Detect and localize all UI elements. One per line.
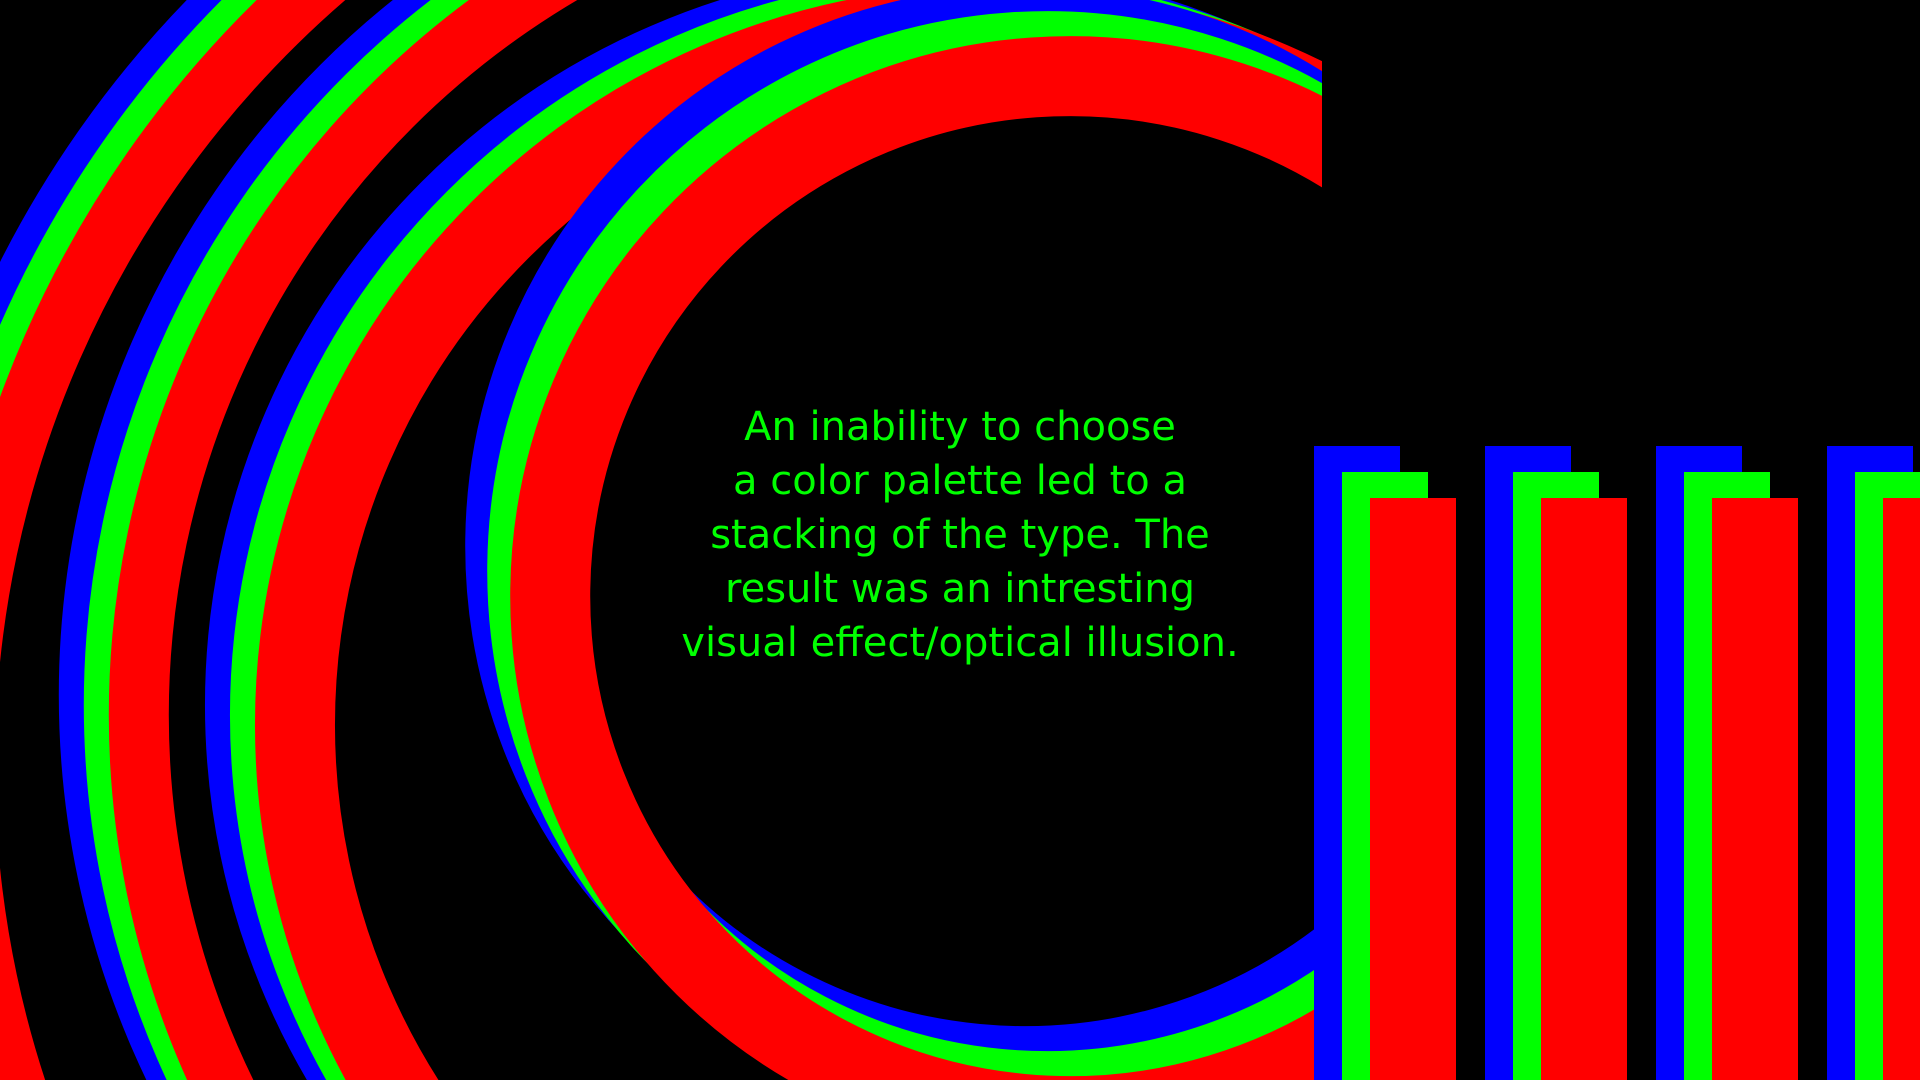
stripe-4-red xyxy=(1883,498,1920,1080)
caption-line: An inability to choose xyxy=(744,404,1176,450)
caption-line: a color palette led to a xyxy=(733,458,1187,504)
caption-text: An inability to choose a color palette l… xyxy=(560,400,1360,670)
caption-line: visual effect/optical illusion. xyxy=(681,620,1239,666)
vertical-stripes xyxy=(1314,446,1920,1080)
stripe-1-red xyxy=(1370,498,1456,1080)
caption-line: stacking of the type. The xyxy=(710,512,1210,558)
stripe-2-red xyxy=(1541,498,1627,1080)
second-arc-red xyxy=(108,0,578,1080)
caption-line: result was an intresting xyxy=(725,566,1195,612)
stripe-3-red xyxy=(1712,498,1798,1080)
inner-arc-red xyxy=(510,36,1322,1080)
